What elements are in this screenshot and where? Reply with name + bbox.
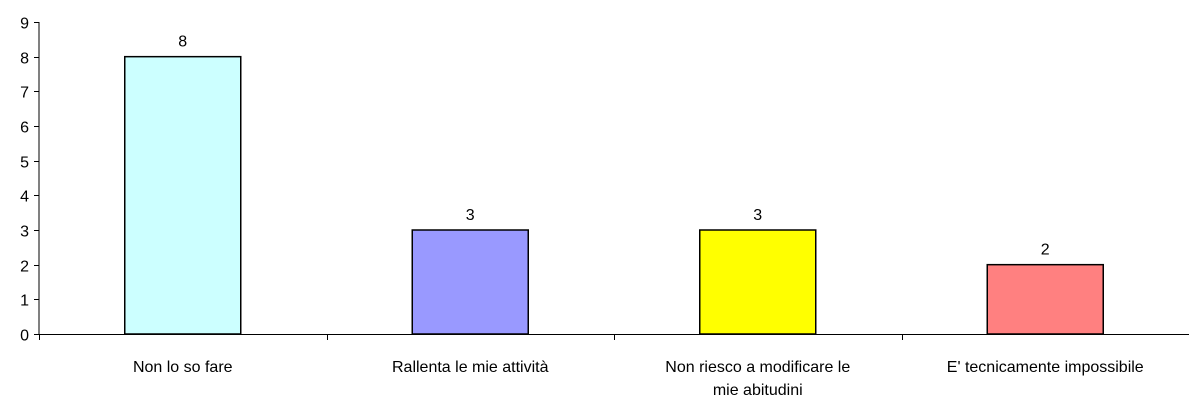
data-labels: 8 3 3 2	[178, 34, 1050, 259]
category-label-line: E' tecnicamente impossibile	[947, 359, 1144, 376]
category-label-line: mie abitudini	[713, 382, 803, 399]
category-label: Non riesco a modificare le mie abitudini	[665, 359, 850, 399]
category-labels: Non lo so fare Rallenta le mie attività No…	[133, 359, 1144, 399]
bar	[411, 229, 529, 335]
y-tick-label: 6	[20, 120, 29, 137]
x-axis	[39, 334, 1189, 340]
y-tick-label: 4	[20, 189, 29, 206]
bar	[124, 55, 242, 335]
y-tick-label: 9	[20, 16, 29, 33]
y-tick-label: 8	[20, 51, 29, 68]
bars	[124, 55, 1104, 335]
data-label: 8	[178, 34, 187, 51]
category-label-line: Rallenta le mie attività	[392, 359, 549, 376]
y-tick-label: 0	[20, 328, 29, 345]
bar	[986, 263, 1104, 335]
data-label: 3	[466, 207, 475, 224]
y-axis: 0 1 2 3 4 5 6 7 8 9	[20, 16, 40, 345]
category-label-line: Non riesco a modificare le	[665, 359, 850, 376]
category-label-line: Non lo so fare	[133, 359, 233, 376]
data-label: 2	[1041, 242, 1050, 259]
bar	[699, 229, 817, 335]
category-label: E' tecnicamente impossibile	[947, 359, 1144, 376]
y-tick-label: 1	[20, 293, 29, 310]
data-label: 3	[753, 207, 762, 224]
y-tick-label: 3	[20, 224, 29, 241]
y-tick-label: 2	[20, 259, 29, 276]
category-label: Rallenta le mie attività	[392, 359, 549, 376]
category-label: Non lo so fare	[133, 359, 233, 376]
y-tick-label: 5	[20, 155, 29, 172]
y-tick-label: 7	[20, 85, 29, 102]
